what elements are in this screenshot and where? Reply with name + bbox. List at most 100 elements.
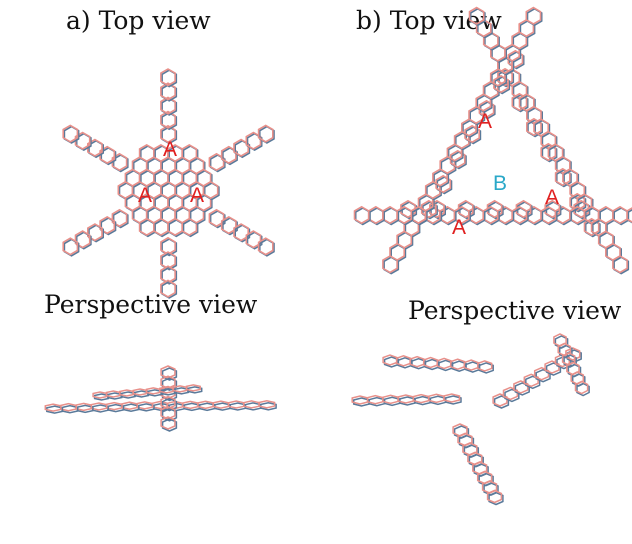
ring-hexagon	[161, 377, 178, 392]
ring-hexagon	[160, 82, 176, 101]
ring-hexagon	[494, 76, 511, 95]
ring-hexagon	[161, 397, 178, 412]
ring-hexagon	[259, 125, 275, 144]
ring-hexagon	[527, 119, 543, 138]
ring-hexagon	[451, 151, 467, 170]
ring-hexagon	[222, 217, 238, 236]
ring-hexagon	[478, 99, 495, 119]
ring-hexagon	[576, 382, 590, 397]
ring-hexagon	[161, 97, 178, 116]
panel-a-perspective-title: Perspective view	[44, 290, 258, 319]
ring-hexagon	[382, 255, 398, 274]
ring-hexagon	[400, 199, 416, 219]
ring-hexagon	[160, 124, 176, 144]
ring-hexagon	[478, 362, 494, 374]
ring-hexagon	[161, 407, 178, 422]
ring-hexagon	[468, 6, 485, 25]
ring-hexagon	[161, 69, 178, 88]
panel-b-top-structure	[353, 6, 632, 275]
panel-b-ring-label-left: A	[452, 216, 467, 239]
ring-hexagon	[234, 224, 251, 243]
ring-hexagon	[63, 238, 80, 257]
ring-hexagon	[63, 125, 80, 144]
ring-hexagon	[508, 51, 525, 70]
ring-hexagon	[112, 210, 129, 229]
ring-hexagon	[44, 403, 62, 412]
ring-hexagon	[161, 266, 178, 285]
ring-hexagon	[62, 237, 79, 256]
ring-hexagon	[161, 238, 178, 257]
ring-hexagon	[160, 405, 176, 420]
ring-hexagon	[584, 219, 601, 238]
ring-hexagon	[257, 124, 274, 143]
ring-hexagon	[487, 201, 504, 220]
ring-hexagon	[161, 126, 178, 145]
ring-hexagon	[556, 169, 572, 188]
ring-hexagon	[257, 237, 274, 256]
ring-hexagon	[383, 256, 400, 275]
ring-hexagon	[202, 180, 219, 200]
ring-hexagon	[479, 101, 496, 120]
ring-hexagon	[203, 182, 220, 201]
ring-hexagon	[626, 207, 632, 223]
ring-hexagon	[574, 201, 591, 220]
ring-hexagon	[511, 92, 528, 112]
ring-hexagon	[100, 217, 117, 236]
ring-hexagon	[545, 201, 562, 220]
ring-hexagon	[443, 393, 461, 403]
ring-hexagon	[569, 192, 586, 212]
ring-hexagon	[513, 380, 529, 394]
ring-hexagon	[540, 142, 557, 162]
ring-hexagon	[627, 209, 632, 224]
ring-hexagon	[161, 252, 178, 271]
ring-hexagon	[160, 110, 176, 129]
ring-hexagon	[570, 194, 587, 213]
ring-hexagon	[161, 418, 178, 432]
ring-hexagon	[222, 146, 238, 166]
ring-hexagon	[435, 174, 452, 194]
ring-hexagon	[449, 149, 466, 169]
ring-hexagon	[512, 94, 529, 113]
ring-hexagon	[613, 256, 630, 275]
ring-hexagon	[161, 280, 178, 299]
ring-hexagon	[233, 223, 249, 242]
ring-hexagon	[246, 231, 263, 250]
panel-a-title: a) Top view	[66, 6, 211, 35]
ring-hexagon	[87, 223, 103, 242]
ring-hexagon	[74, 230, 91, 249]
ring-hexagon	[259, 238, 275, 257]
panel-a-perspective-structure	[44, 365, 277, 432]
ring-hexagon	[160, 96, 176, 115]
ring-hexagon	[464, 124, 480, 144]
panel-b-center-label: B	[493, 172, 508, 195]
ring-hexagon	[492, 393, 508, 407]
panel-b-ring-label-top: A	[478, 110, 493, 133]
ring-hexagon	[544, 360, 560, 374]
ring-hexagon	[245, 230, 262, 249]
ring-hexagon	[507, 49, 524, 69]
ring-hexagon	[465, 126, 482, 145]
ring-hexagon	[75, 231, 92, 250]
ring-hexagon	[497, 67, 513, 87]
ring-hexagon	[486, 199, 503, 219]
ring-hexagon	[565, 347, 581, 361]
panel-b-ring-label-right: A	[545, 186, 560, 209]
ring-hexagon	[160, 365, 176, 379]
ring-hexagon	[429, 199, 445, 219]
ring-hexagon	[88, 224, 104, 243]
ring-hexagon	[160, 279, 176, 298]
ring-hexagon	[444, 395, 462, 405]
ring-hexagon	[583, 217, 600, 237]
ring-hexagon	[502, 386, 519, 401]
ring-hexagon	[160, 416, 176, 430]
ring-hexagon	[258, 400, 276, 409]
ring-hexagon	[422, 201, 438, 220]
ring-hexagon	[469, 7, 486, 27]
ring-hexagon	[430, 201, 446, 220]
ring-hexagon	[354, 207, 371, 226]
panel-b-perspective-title: Perspective view	[408, 296, 622, 325]
ring-hexagon	[526, 7, 543, 27]
ring-hexagon	[525, 6, 542, 25]
ring-hexagon	[526, 117, 542, 137]
ring-hexagon	[99, 215, 116, 235]
